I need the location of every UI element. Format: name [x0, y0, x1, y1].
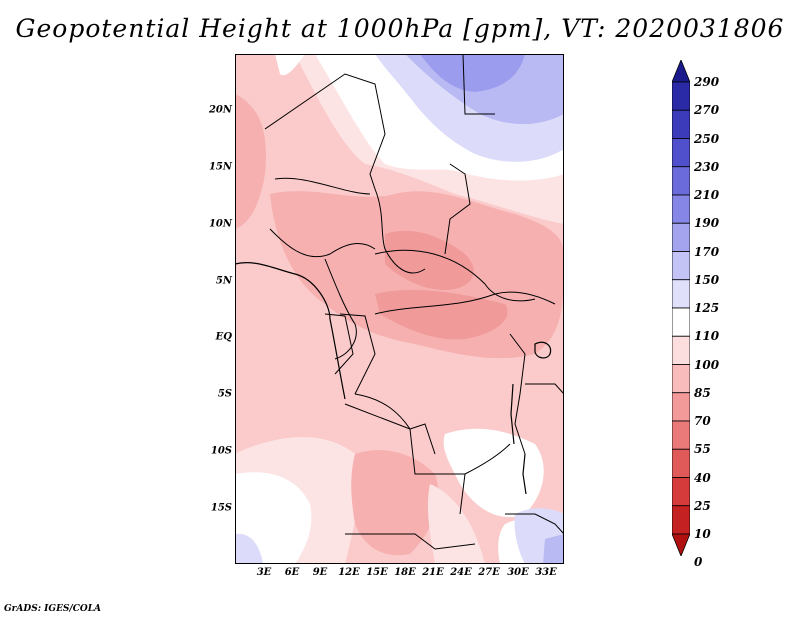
lon-label-6e: 6E [284, 567, 300, 578]
colorbar-label: 150 [694, 272, 720, 287]
map-title: Geopotential Height at 1000hPa [gpm], VT… [15, 14, 785, 43]
lon-label-33e: 33E [535, 567, 557, 578]
coast-west [235, 262, 331, 320]
colorbar-segment [672, 505, 690, 535]
colorbar-label: 25 [694, 498, 711, 513]
colorbar-label: 85 [694, 385, 711, 400]
border-gabon [324, 313, 354, 375]
coast-gulf [329, 318, 346, 400]
lon-label-15e: 15E [366, 567, 388, 578]
field-blue-southeast [543, 534, 564, 564]
map-panel [235, 54, 564, 564]
colorbar-label: 110 [694, 329, 720, 344]
border-east [509, 333, 526, 455]
field-deep-south [351, 450, 439, 556]
lat-label-15s: 15S [210, 502, 232, 514]
border-chad-sudan [374, 188, 426, 274]
lat-label-5s: 5S [217, 388, 232, 400]
colorbar-label: 10 [694, 527, 711, 541]
lat-label-5n: 5N [215, 275, 232, 287]
field-white-northwest [275, 54, 305, 76]
colorbar-label: 190 [694, 216, 720, 231]
lon-label-3e: 3E [256, 567, 272, 578]
colorbar-segment [672, 194, 690, 224]
lon-label-12e: 12E [338, 567, 360, 578]
colorbar-segment [672, 222, 690, 252]
colorbar-segment [672, 81, 690, 111]
field-blue-north [420, 54, 525, 92]
lake-victoria [534, 341, 552, 359]
grads-credit: GrADS: IGES/COLA [4, 604, 102, 614]
lat-label-eq: EQ [215, 331, 232, 343]
colorbar-label: 100 [694, 357, 720, 372]
colorbar-segment [672, 279, 690, 309]
colorbar-label: 230 [694, 159, 720, 174]
border-zambia [464, 443, 511, 475]
border-car [374, 249, 536, 302]
colorbar-label: 0 [694, 555, 703, 570]
lon-label-21e: 21E [422, 567, 444, 578]
colorbar-label: 250 [694, 131, 720, 146]
colorbar-segment [672, 477, 690, 507]
lat-label-20n: 20N [208, 104, 232, 116]
field-reddish-central [385, 230, 474, 290]
field-pale-south [427, 484, 485, 564]
border-mozambique [505, 513, 564, 535]
border-egypt [462, 54, 495, 115]
colorbar-segment [672, 420, 690, 450]
border-niger [274, 177, 371, 195]
colorbar-segment [672, 335, 690, 365]
lakes-and-coast [235, 262, 552, 495]
lon-label-27e: 27E [478, 567, 500, 578]
colorbar [672, 60, 690, 556]
colorbar-segment [672, 307, 690, 337]
lake-tanganyika [510, 383, 515, 445]
lake-malawi [522, 453, 527, 495]
map-frame [235, 54, 564, 564]
border-angola-south [345, 533, 476, 550]
lon-label-9e: 9E [312, 567, 328, 578]
border-angola [344, 403, 466, 515]
field-deep-west [235, 94, 266, 229]
field-white-southwest [235, 472, 312, 564]
lat-label-10s: 10S [210, 445, 232, 457]
lon-label-30e: 30E [507, 567, 529, 578]
colorbar-label: 210 [694, 188, 720, 202]
field-lightblue-southwest [235, 533, 263, 564]
colorbar-segment [672, 251, 690, 281]
lat-label-10n: 10N [208, 218, 232, 230]
colorbar-label: 55 [694, 442, 711, 457]
colorbar-segment [672, 364, 690, 394]
colorbar-bottom-arrow [672, 533, 690, 556]
border-cameroon [324, 258, 357, 360]
lon-label-18e: 18E [394, 567, 416, 578]
geopotential-height-map [235, 54, 564, 564]
field-white-southeast [443, 428, 544, 518]
colorbar-label: 40 [694, 470, 711, 485]
colorbar-label: 270 [694, 103, 720, 118]
colorbar-segment [672, 109, 690, 139]
colorbar-segment [672, 448, 690, 478]
border-congo [339, 313, 376, 395]
colorbar-label: 70 [694, 414, 711, 428]
colorbar-segment [672, 392, 690, 422]
colorbar-label: 290 [694, 75, 720, 89]
colorbar-segment [672, 138, 690, 168]
border-tanzania [525, 383, 564, 395]
colorbar-top-arrow [672, 60, 690, 83]
field-reddish-band [375, 289, 508, 340]
border-drc-north [374, 291, 556, 315]
border-nigeria [269, 228, 376, 258]
country-borders [264, 54, 564, 550]
lat-label-15n: 15N [208, 161, 232, 173]
colorbar-label: 125 [694, 301, 720, 315]
colorbar-label: 170 [694, 244, 720, 259]
border-sudan-south [444, 163, 471, 255]
colorbar-segment [672, 166, 690, 196]
lon-label-24e: 24E [450, 567, 472, 578]
border-libya-chad [264, 73, 386, 190]
